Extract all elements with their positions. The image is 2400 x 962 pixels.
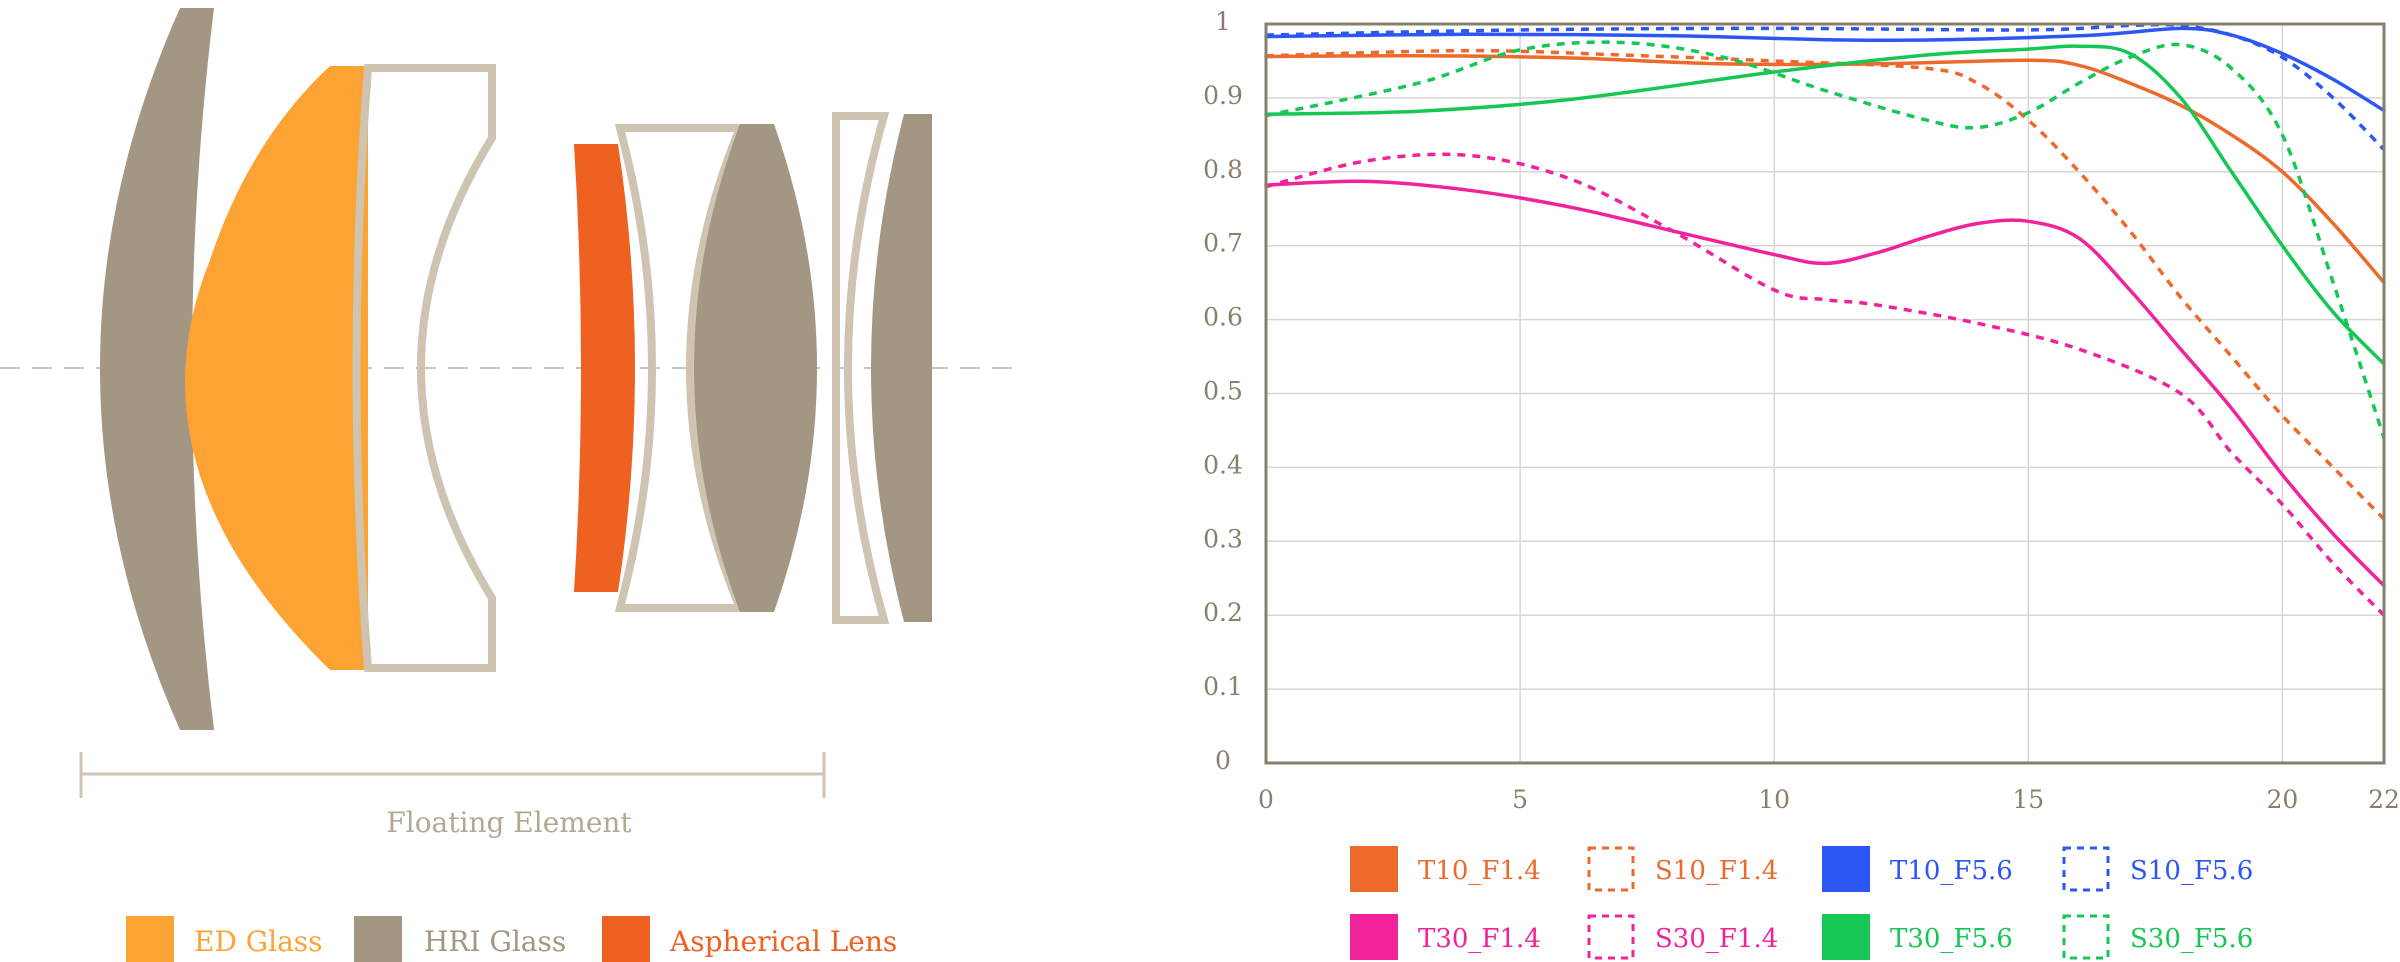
x-tick-label: 20 <box>2266 785 2298 814</box>
x-tick-labels: 0 5 10 15 20 22 <box>1258 785 2400 814</box>
series-line-s10-f1-4 <box>1265 48 2386 521</box>
x-tick-label: 10 <box>1758 785 1790 814</box>
mtf-chart: 0 0.1 0.2 0.3 0.4 0.5 0.6 0.7 0.8 0.9 1 0 5 10 15 20 22… <box>1203 7 2400 960</box>
legend-swatch-s30-f5-6 <box>2062 914 2110 960</box>
series-line-t10-f5-6 <box>1264 26 2386 113</box>
series-line-s30-f1-4 <box>1265 152 2386 617</box>
x-tick-label: 0 <box>1258 785 1274 814</box>
lens-element-4-aspherical <box>574 144 635 592</box>
x-tick-label: 15 <box>2012 785 2044 814</box>
y-tick-label: 0.4 <box>1203 450 1243 479</box>
x-tick-label: 5 <box>1512 785 1528 814</box>
chart-grid <box>1266 24 2384 763</box>
series-line-t30-f1-4 <box>1264 179 2386 588</box>
series-line-s30-f5-6 <box>1265 40 2386 439</box>
y-tick-label: 0.6 <box>1203 303 1243 332</box>
y-tick-labels: 0 0.1 0.2 0.3 0.4 0.5 0.6 0.7 0.8 0.9 1 <box>1203 7 1243 775</box>
legend-swatch-s30-f1-4 <box>1587 914 1635 960</box>
legend-swatch-t10-f1-4 <box>1350 846 1398 892</box>
legend-label-ed-glass: ED Glass <box>194 925 323 958</box>
series-line-t10-f1-4 <box>1264 53 2386 285</box>
y-tick-label: 1 <box>1215 7 1231 36</box>
y-tick-label: 0.1 <box>1203 672 1243 701</box>
series-line-s10-f5-6 <box>1265 22 2386 151</box>
lens-element-8-hri <box>871 114 932 622</box>
lens-element-2-ed <box>185 66 368 670</box>
legend-label-s10-f5-6: S10_F5.6 <box>2130 856 2253 886</box>
lens-element-1-hri <box>100 8 214 730</box>
y-tick-label: 0.7 <box>1203 229 1243 258</box>
legend-swatch-aspherical-lens <box>602 916 650 962</box>
legend-swatch-t10-f5-6 <box>1822 846 1870 892</box>
legend-swatch-ed-glass <box>126 916 174 962</box>
y-tick-label: 0.5 <box>1203 377 1243 406</box>
chart-legend: T10_F1.4 S10_F1.4 T10_F5.6 S10_F5.6 T30_F1.4… <box>1350 846 2253 960</box>
legend-label-t10-f5-6: T10_F5.6 <box>1890 856 2013 886</box>
legend-label-s30-f5-6: S30_F5.6 <box>2130 924 2253 954</box>
legend-label-s30-f1-4: S30_F1.4 <box>1655 924 1778 954</box>
plot-frame <box>1264 22 2386 765</box>
diagram-legend: ED Glass HRI Glass Aspherical Lens <box>126 916 897 962</box>
legend-swatch-t30-f1-4 <box>1350 914 1398 960</box>
y-tick-label: 0.9 <box>1203 81 1243 110</box>
lens-element-6-hri <box>694 124 817 612</box>
floating-element-bracket <box>79 752 826 798</box>
legend-label-hri-glass: HRI Glass <box>424 925 566 958</box>
legend-label-t30-f5-6: T30_F5.6 <box>1890 924 2013 954</box>
chart-series <box>1264 22 2386 617</box>
legend-swatch-s10-f1-4 <box>1587 846 1635 892</box>
legend-label-t30-f1-4: T30_F1.4 <box>1418 924 1541 954</box>
legend-swatch-s10-f5-6 <box>2062 846 2110 892</box>
legend-label-aspherical-lens: Aspherical Lens <box>669 925 897 958</box>
y-tick-label: 0.2 <box>1203 598 1243 627</box>
floating-element-label: Floating Element <box>386 806 632 839</box>
legend-swatch-t30-f5-6 <box>1822 914 1870 960</box>
y-tick-label: 0 <box>1215 746 1231 775</box>
series-line-t30-f5-6 <box>1264 44 2386 366</box>
legend-swatch-hri-glass <box>354 916 402 962</box>
lens-element-7-outline <box>832 112 890 624</box>
y-tick-label: 0.8 <box>1203 155 1243 184</box>
lens-element-3-outline <box>352 64 496 672</box>
legend-label-t10-f1-4: T10_F1.4 <box>1418 856 1541 886</box>
lens-diagram: Floating Element ED Glass HRI Glass Asph… <box>0 8 1020 962</box>
x-tick-label: 22 <box>2368 785 2400 814</box>
y-tick-label: 0.3 <box>1203 524 1243 553</box>
legend-label-s10-f1-4: S10_F1.4 <box>1655 856 1778 886</box>
